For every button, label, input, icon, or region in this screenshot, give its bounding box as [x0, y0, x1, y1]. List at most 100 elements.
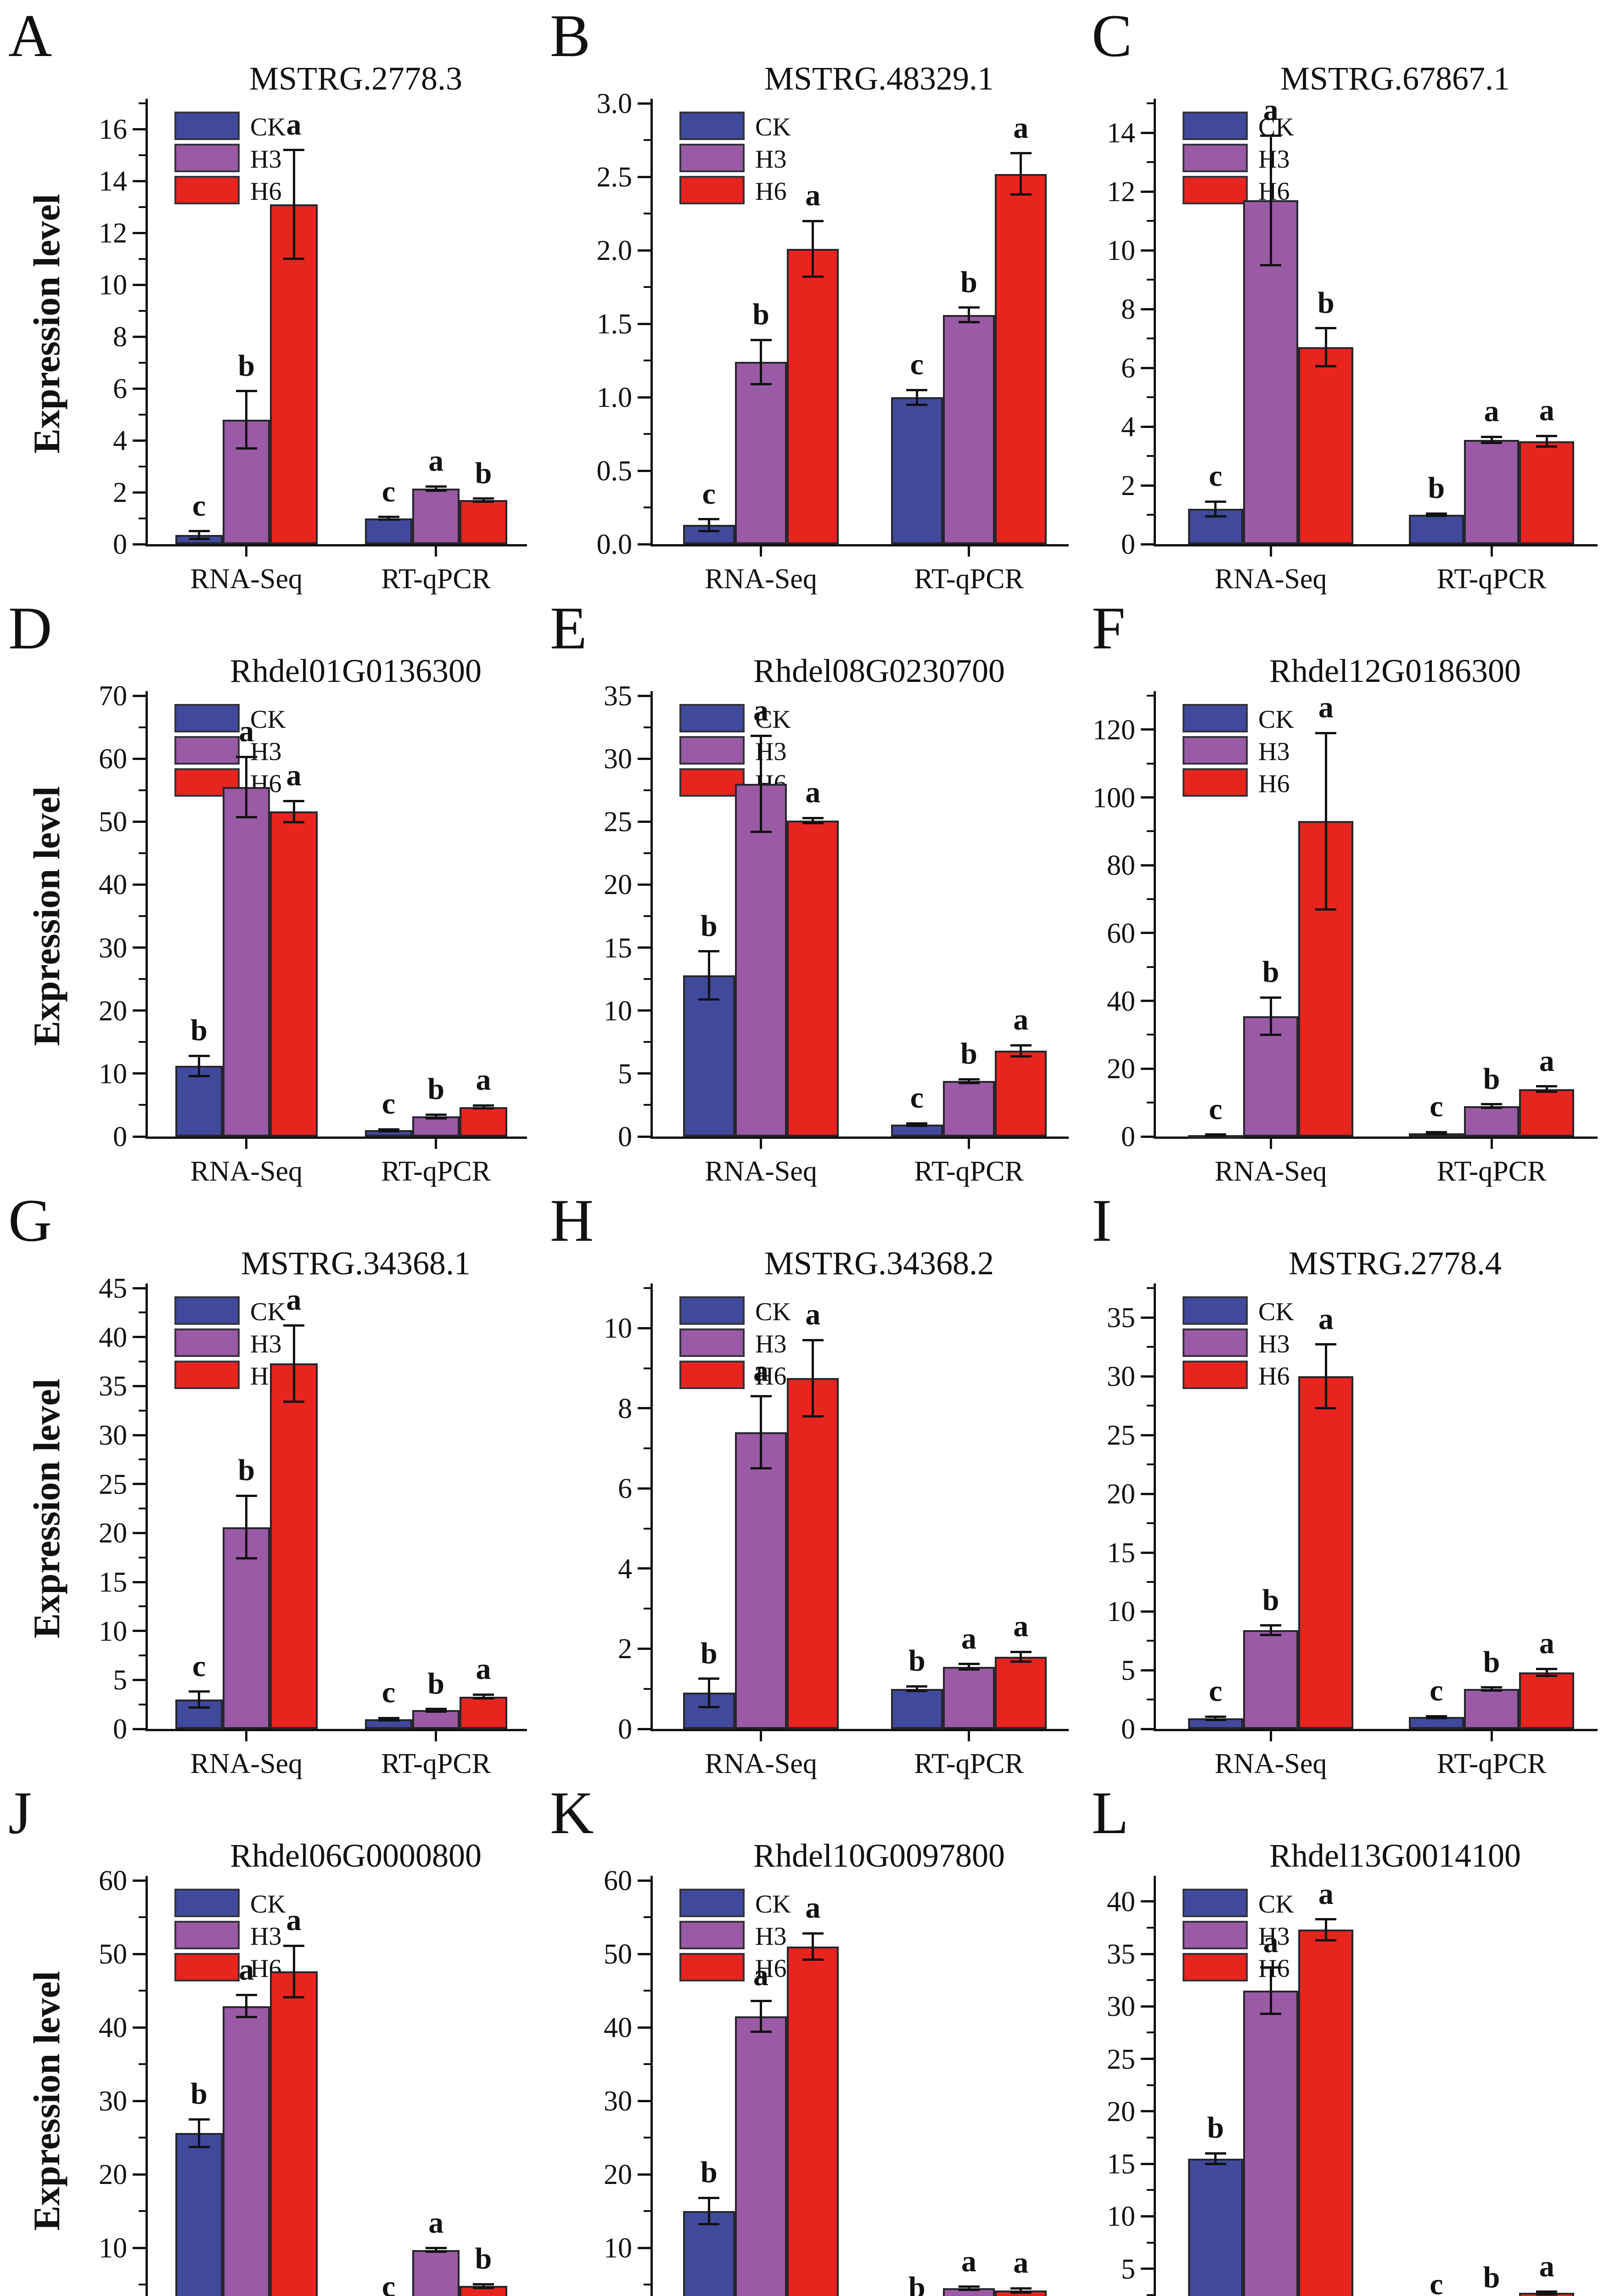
error-bar-cap-bottom: [283, 1996, 304, 1998]
y-minor-tick: [1147, 2084, 1154, 2086]
bar-H6-RT-qPCR: [460, 1696, 507, 1729]
error-bar-cap-bottom: [1315, 1407, 1337, 1409]
legend-label-H3: H3: [755, 145, 787, 174]
y-major-tick: [638, 757, 650, 760]
error-bar-cap-bottom: [1260, 1033, 1282, 1036]
y-minor-tick: [139, 726, 146, 728]
y-major-tick: [638, 543, 650, 546]
y-tick-label: 35: [99, 1371, 127, 1402]
y-tick-label: 15: [99, 1567, 127, 1598]
chart-title: MSTRG.67867.1: [1280, 60, 1510, 97]
y-tick-label: 6: [113, 373, 127, 405]
y-major-tick: [133, 946, 146, 949]
y-tick-label: 20: [1107, 2096, 1135, 2127]
legend-swatch-H6: [679, 768, 745, 797]
error-bar-cap-bottom: [1260, 1633, 1282, 1636]
bar-CK-RNA-Seq: [1188, 2158, 1243, 2296]
legend-label-H6: H6: [755, 1954, 787, 1983]
error-bar-cap-top: [283, 799, 304, 802]
error-bar-cap-top: [1481, 1103, 1503, 1106]
y-tick-label: 3.0: [596, 88, 633, 119]
y-tick-label: 20: [604, 869, 632, 901]
y-tick-label: 25: [1107, 1420, 1135, 1451]
error-bar-cap-bottom: [283, 258, 304, 260]
x-category-label: RNA-Seq: [1214, 563, 1327, 595]
chart-title: Rhdel01G0136300: [230, 653, 482, 689]
y-major-tick: [1141, 1316, 1154, 1319]
y-minor-tick: [1147, 2294, 1154, 2296]
y-tick-label: 0: [1121, 1121, 1135, 1153]
error-bar-cap-bottom: [802, 822, 824, 824]
bar-H6-RNA-Seq: [270, 811, 318, 1137]
y-major-tick: [1141, 190, 1154, 193]
error-bar-cap-bottom: [473, 500, 494, 503]
y-tick-label: 60: [604, 1865, 632, 1896]
chart-title: Rhdel06G0000800: [230, 1837, 482, 1874]
y-tick-label: 10: [99, 1058, 127, 1090]
error-bar-cap-top: [698, 2196, 720, 2199]
legend-label-H3: H3: [1258, 737, 1290, 766]
error-bar-line: [812, 221, 814, 277]
error-bar-line: [760, 736, 763, 832]
significance-letter: b: [475, 2242, 492, 2276]
error-bar-cap-top: [283, 1324, 304, 1327]
significance-letter: a: [1263, 93, 1279, 127]
panel-letter-I: I: [1092, 1187, 1112, 1254]
bar-H6-RT-qPCR: [1519, 1672, 1575, 1729]
error-bar-cap-top: [906, 1685, 928, 1688]
error-bar-cap-top: [750, 1395, 772, 1398]
bar-H3-RT-qPCR: [412, 1710, 460, 1729]
significance-letter: c: [1430, 1674, 1443, 1708]
y-tick-label: 5: [113, 1665, 127, 1696]
y-minor-tick: [644, 1608, 650, 1610]
legend-swatch-CK: [1183, 112, 1248, 140]
y-axis-line: [146, 1283, 148, 1731]
panel-F: F Rhdel12G0186300 0 20 40 60 80 100 120 CK H3 H6 RNA…: [1083, 592, 1615, 1186]
y-minor-tick: [139, 915, 146, 917]
significance-letter: a: [805, 1298, 821, 1332]
legend-label-CK: CK: [250, 1890, 286, 1919]
error-bar-line: [760, 340, 763, 384]
y-tick-label: 15: [1107, 1537, 1135, 1569]
significance-letter: b: [427, 1666, 445, 1700]
error-bar-cap-top: [473, 1693, 494, 1696]
legend-label-CK: CK: [250, 705, 286, 734]
error-bar-cap-bottom: [958, 1668, 980, 1671]
error-bar-cap-bottom: [1205, 2162, 1226, 2165]
error-bar-cap-bottom: [1481, 441, 1503, 444]
error-bar-cap-top: [1425, 1131, 1447, 1133]
legend-swatch-CK: [174, 1296, 240, 1325]
error-bar-cap-top: [802, 1339, 824, 1341]
significance-letter: b: [191, 2077, 207, 2110]
y-tick-label: 0: [618, 1714, 632, 1745]
y-tick-label: 40: [604, 2012, 632, 2043]
x-tick: [1269, 1731, 1272, 1741]
y-major-tick: [1141, 308, 1154, 310]
significance-letter: c: [1209, 1092, 1222, 1126]
y-major-tick: [133, 1072, 146, 1075]
legend-label-CK: CK: [1258, 705, 1294, 734]
y-major-tick: [1141, 1375, 1154, 1378]
bar-H3-RNA-Seq: [223, 1527, 270, 1729]
y-minor-tick: [644, 1688, 650, 1690]
error-bar-line: [435, 1709, 437, 1712]
y-minor-tick: [1147, 396, 1154, 398]
error-bar-cap-top: [188, 1054, 210, 1057]
bar-H3-RNA-Seq: [735, 1432, 787, 1729]
y-tick-label: 20: [1107, 1479, 1135, 1510]
y-minor-tick: [644, 1990, 650, 1992]
y-major-tick: [638, 2099, 650, 2102]
bar-H6-RNA-Seq: [270, 1363, 318, 1729]
significance-letter: b: [960, 1037, 977, 1071]
x-tick: [435, 1731, 437, 1741]
bar-H6-RNA-Seq: [270, 1971, 318, 2296]
panel-letter-D: D: [8, 594, 52, 662]
error-bar-cap-bottom: [698, 529, 720, 532]
y-axis-line: [146, 691, 148, 1139]
error-bar-cap-top: [958, 1663, 980, 1666]
y-major-tick: [1141, 366, 1154, 369]
legend-swatch-CK: [1183, 1296, 1248, 1325]
x-tick: [435, 1139, 437, 1149]
y-tick-label: 60: [1107, 917, 1135, 949]
significance-letter: a: [753, 693, 769, 727]
